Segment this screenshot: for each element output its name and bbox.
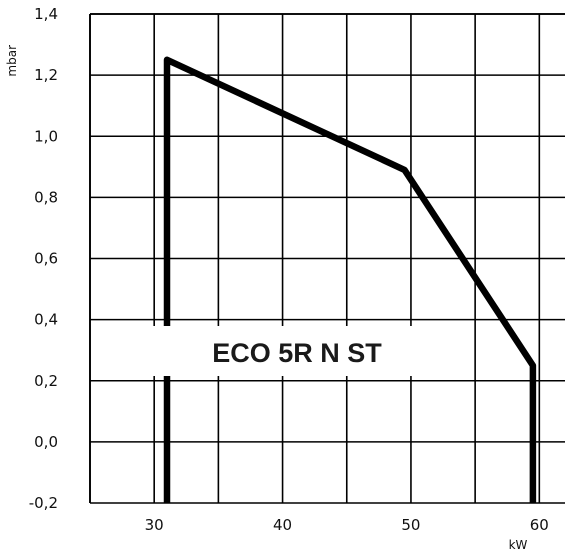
annotation-background [152, 326, 452, 376]
annotation-layer: ECO 5R N ST [152, 326, 452, 376]
y-tick-labels: 1,4 1,2 1,0 0,8 0,6 0,4 0,2 0,0 -0,2 [29, 5, 58, 512]
grid-lines [89, 13, 565, 504]
y-tick-label: 1,0 [34, 127, 58, 145]
x-tick-label: 50 [401, 516, 420, 534]
x-tick-label: 30 [145, 516, 164, 534]
y-tick-label: 1,4 [34, 5, 58, 23]
x-tick-labels: 30 40 50 60 [145, 516, 549, 534]
series-layer [163, 56, 537, 504]
x-axis-unit-label: kW [509, 538, 528, 552]
plot-frame [89, 13, 565, 503]
x-tick-label: 40 [273, 516, 292, 534]
y-tick-label: 0,0 [34, 433, 58, 451]
y-tick-label: 0,4 [34, 311, 58, 329]
y-tick-label: -0,2 [29, 494, 58, 512]
y-tick-label: 1,2 [34, 66, 58, 84]
y-axis-unit-label: mbar [5, 45, 19, 77]
y-tick-label: 0,2 [34, 372, 58, 390]
chart-annotation: ECO 5R N ST [212, 338, 382, 368]
y-tick-label: 0,8 [34, 188, 58, 206]
y-tick-label: 0,6 [34, 250, 58, 268]
x-tick-label: 60 [530, 516, 549, 534]
working-field-curve [163, 56, 537, 503]
